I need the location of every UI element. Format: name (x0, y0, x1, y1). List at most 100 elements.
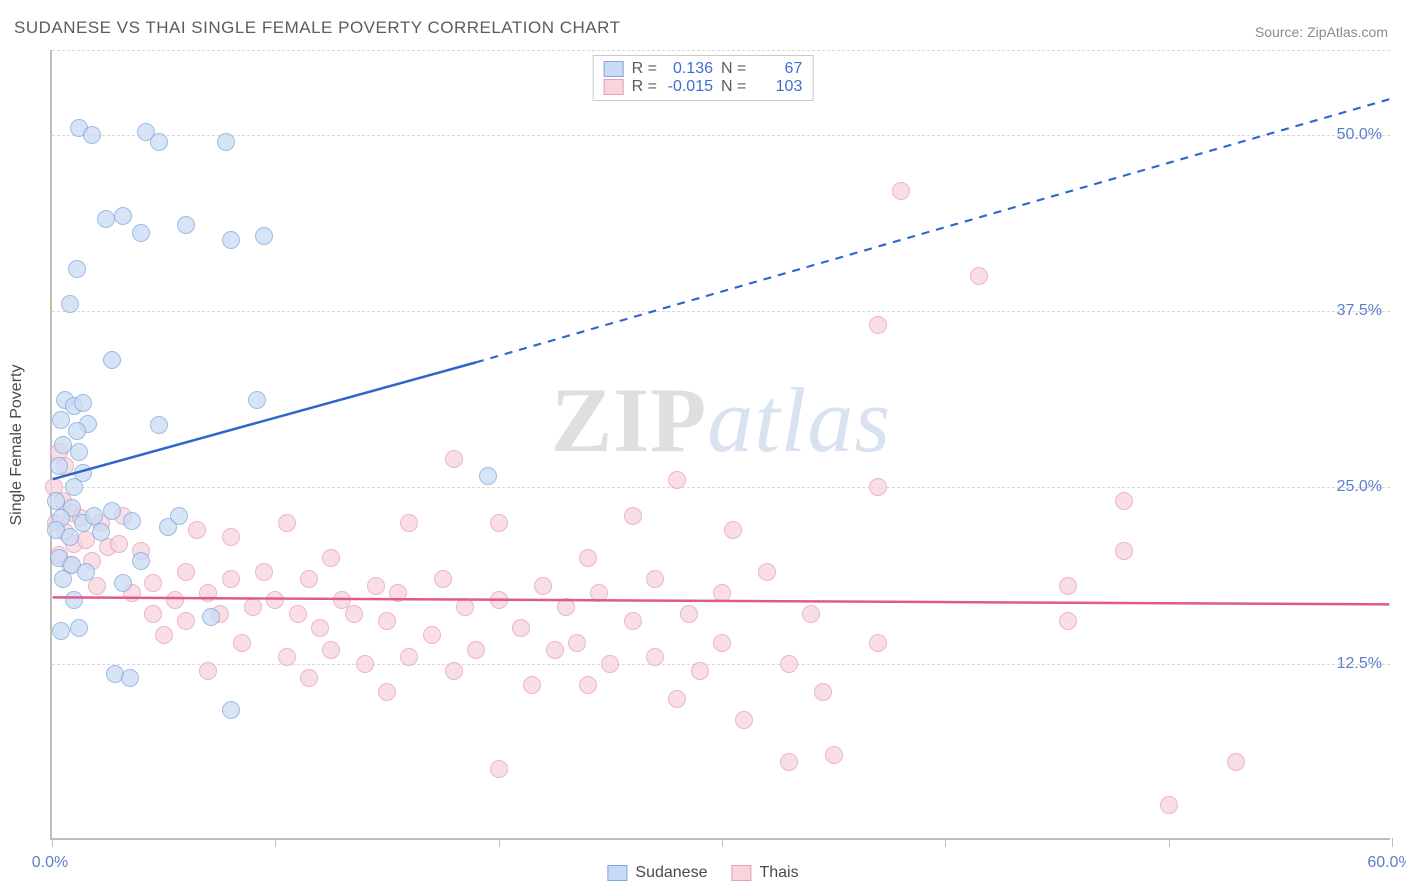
data-point (680, 605, 698, 623)
data-point (244, 598, 262, 616)
data-point (378, 612, 396, 630)
data-point (266, 591, 284, 609)
data-point (1115, 542, 1133, 560)
xtick (275, 838, 276, 847)
data-point (668, 471, 686, 489)
xtick-label: 0.0% (32, 854, 68, 872)
data-point (177, 563, 195, 581)
correlation-legend: R = 0.136 N = 67 R = -0.015 N = 103 (593, 55, 814, 101)
data-point (222, 701, 240, 719)
data-point (1115, 492, 1133, 510)
xtick (945, 838, 946, 847)
data-point (322, 549, 340, 567)
data-point (110, 535, 128, 553)
data-point (1227, 753, 1245, 771)
data-point (88, 577, 106, 595)
data-point (199, 662, 217, 680)
watermark-zip: ZIP (551, 369, 707, 471)
data-point (713, 584, 731, 602)
data-point (132, 224, 150, 242)
r-value-sudanese: 0.136 (665, 60, 713, 78)
data-point (77, 563, 95, 581)
data-point (300, 570, 318, 588)
data-point (278, 648, 296, 666)
data-point (322, 641, 340, 659)
data-point (434, 570, 452, 588)
data-point (735, 711, 753, 729)
data-point (97, 210, 115, 228)
ytick-label: 37.5% (1337, 302, 1382, 320)
legend-row-thais: R = -0.015 N = 103 (604, 78, 803, 96)
data-point (311, 619, 329, 637)
gridline-h (52, 50, 1390, 51)
xtick-label: 60.0% (1367, 854, 1406, 872)
data-point (61, 295, 79, 313)
data-point (869, 478, 887, 496)
data-point (356, 655, 374, 673)
data-point (65, 591, 83, 609)
gridline-h (52, 487, 1390, 488)
data-point (188, 521, 206, 539)
data-point (85, 507, 103, 525)
data-point (646, 648, 664, 666)
data-point (233, 634, 251, 652)
source-name: ZipAtlas.com (1307, 24, 1388, 40)
data-point (300, 669, 318, 687)
data-point (445, 450, 463, 468)
data-point (467, 641, 485, 659)
r-label: R = (632, 78, 657, 96)
xtick (1392, 838, 1393, 847)
data-point (869, 316, 887, 334)
data-point (780, 655, 798, 673)
data-point (155, 626, 173, 644)
data-point (1059, 577, 1077, 595)
data-point (144, 605, 162, 623)
n-label: N = (721, 78, 746, 96)
data-point (52, 622, 70, 640)
data-point (802, 605, 820, 623)
data-point (123, 512, 141, 530)
data-point (523, 676, 541, 694)
data-point (758, 563, 776, 581)
scatter-plot: ZIPatlas 12.5%25.0%37.5%50.0% (50, 50, 1390, 840)
gridline-h (52, 664, 1390, 665)
r-label: R = (632, 60, 657, 78)
watermark: ZIPatlas (551, 367, 891, 473)
swatch-sudanese-icon (607, 865, 627, 881)
swatch-thais (604, 79, 624, 95)
data-point (724, 521, 742, 539)
data-point (103, 502, 121, 520)
data-point (177, 612, 195, 630)
data-point (54, 570, 72, 588)
data-point (579, 549, 597, 567)
data-point (825, 746, 843, 764)
data-point (289, 605, 307, 623)
data-point (114, 207, 132, 225)
data-point (248, 391, 266, 409)
data-point (68, 260, 86, 278)
data-point (132, 552, 150, 570)
data-point (590, 584, 608, 602)
data-point (68, 422, 86, 440)
data-point (255, 563, 273, 581)
data-point (579, 676, 597, 694)
data-point (400, 648, 418, 666)
y-axis-label: Single Female Poverty (8, 365, 26, 526)
n-value-sudanese: 67 (754, 60, 802, 78)
data-point (222, 570, 240, 588)
data-point (255, 227, 273, 245)
data-point (202, 608, 220, 626)
swatch-thais-icon (731, 865, 751, 881)
data-point (52, 411, 70, 429)
data-point (70, 443, 88, 461)
data-point (490, 760, 508, 778)
xtick (52, 838, 53, 847)
data-point (512, 619, 530, 637)
legend-row-sudanese: R = 0.136 N = 67 (604, 60, 803, 78)
data-point (624, 612, 642, 630)
ytick-label: 50.0% (1337, 126, 1382, 144)
data-point (814, 683, 832, 701)
legend-label-sudanese: Sudanese (635, 864, 707, 882)
legend-label-thais: Thais (759, 864, 798, 882)
data-point (170, 507, 188, 525)
